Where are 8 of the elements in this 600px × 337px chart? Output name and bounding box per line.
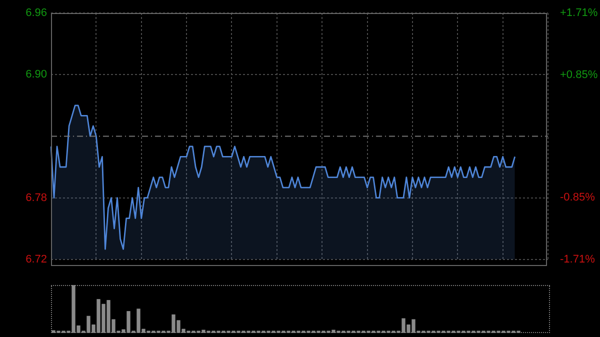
- y-tick-label: 6.72: [26, 253, 47, 266]
- y2-tick-label: -1.71%: [560, 253, 596, 266]
- y-tick-label: 6.90: [26, 68, 47, 81]
- y2-tick-label: +1.71%: [560, 7, 598, 20]
- y2-tick-label: -0.85%: [560, 191, 596, 204]
- y2-tick-label: +0.85%: [560, 68, 598, 81]
- y-tick-label: 6.78: [26, 192, 47, 204]
- y-tick-label: 6.96: [26, 7, 47, 20]
